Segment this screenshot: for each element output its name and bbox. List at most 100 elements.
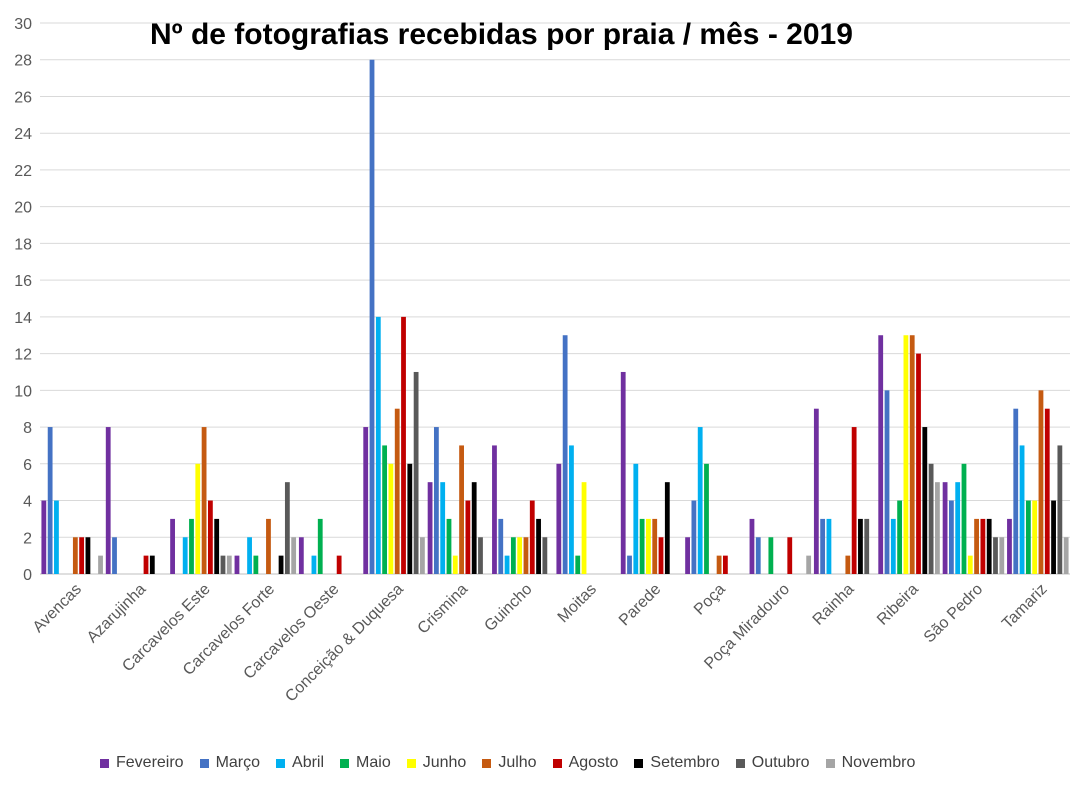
bar: [459, 445, 464, 574]
bar: [890, 518, 896, 574]
legend-label: Agosto: [568, 754, 619, 771]
bar: [820, 518, 826, 574]
bar: [922, 427, 928, 574]
bar: [716, 555, 722, 574]
bar: [646, 518, 651, 574]
bar: [471, 482, 477, 574]
y-tick-label: 20: [14, 200, 32, 217]
bar: [427, 482, 433, 574]
bar: [492, 445, 497, 574]
bar: [562, 335, 568, 574]
bar: [284, 482, 290, 574]
bar: [961, 463, 967, 574]
y-tick-label: 16: [14, 273, 32, 290]
bar: [433, 427, 439, 574]
bar: [207, 500, 213, 574]
bar: [220, 555, 226, 574]
bar: [1007, 518, 1012, 574]
y-tick-label: 30: [14, 16, 32, 33]
bar: [465, 500, 471, 574]
legend-label: Setembro: [650, 754, 720, 771]
bar: [214, 518, 220, 574]
bar: [556, 463, 562, 574]
bar: [1063, 537, 1069, 574]
legend-label: Março: [215, 754, 261, 771]
bar: [1044, 408, 1050, 574]
legend-item: Novembro: [825, 754, 915, 772]
bar: [529, 500, 535, 574]
bar: [755, 537, 761, 574]
x-tick-label: São Pedro: [921, 581, 987, 647]
bar: [363, 427, 369, 574]
bar: [478, 537, 483, 574]
bar: [878, 335, 884, 574]
bar: [79, 537, 85, 574]
bar: [420, 537, 425, 574]
bar: [298, 537, 304, 574]
legend-swatch: [735, 758, 745, 768]
legend-label: Fevereiro: [116, 754, 184, 771]
bar: [967, 555, 973, 574]
legend-item: Julho: [482, 754, 537, 772]
bar: [999, 537, 1005, 574]
x-tick-label: Avencas: [30, 581, 85, 636]
legend-swatch: [100, 758, 109, 768]
bar: [375, 316, 381, 574]
bar: [234, 555, 240, 574]
bar: [749, 518, 755, 574]
legend-swatch: [552, 758, 562, 768]
bar: [697, 427, 703, 574]
legend-item: Fevereiro: [100, 754, 184, 772]
bar: [452, 555, 458, 574]
bar: [1051, 500, 1056, 574]
bar: [1019, 445, 1025, 574]
bar: [413, 371, 419, 574]
bar: [916, 353, 921, 574]
bar: [98, 555, 103, 574]
bar: [826, 518, 832, 574]
bar: [864, 518, 870, 574]
bar: [54, 500, 59, 574]
bar: [226, 555, 232, 574]
bar: [1032, 500, 1038, 574]
bar: [1057, 445, 1063, 574]
bar: [1025, 500, 1031, 574]
x-tick-label: Guincho: [481, 581, 535, 635]
y-tick-label: 0: [23, 567, 32, 584]
bar: [768, 537, 774, 574]
bar: [266, 518, 271, 574]
bar: [897, 500, 903, 574]
legend-item: Setembro: [634, 754, 720, 772]
bar: [336, 555, 342, 574]
bar: [369, 59, 375, 574]
y-tick-label: 22: [14, 163, 32, 180]
legend-swatch: [634, 758, 644, 768]
y-tick-label: 2: [23, 530, 32, 547]
bar: [1013, 408, 1019, 574]
x-tick-label: Tamariz: [999, 581, 1051, 633]
bar: [382, 445, 388, 574]
bar: [581, 482, 587, 574]
y-tick-label: 26: [14, 89, 32, 106]
legend-swatch: [825, 758, 835, 768]
bar: [170, 518, 175, 574]
y-tick-label: 12: [14, 347, 32, 364]
bar: [787, 537, 793, 574]
bar: [627, 555, 632, 574]
bar: [652, 518, 658, 574]
bar: [620, 371, 626, 574]
bar: [195, 463, 201, 574]
bar: [704, 463, 709, 574]
y-tick-label: 10: [14, 383, 32, 400]
bar: [388, 463, 394, 574]
bar: [569, 445, 574, 574]
legend-item: Junho: [406, 754, 466, 772]
legend-item: Abril: [276, 754, 324, 772]
bar: [72, 537, 78, 574]
bar: [980, 518, 986, 574]
bar: [440, 482, 446, 574]
bar: [806, 555, 812, 574]
x-tick-label: Moitas: [555, 581, 600, 626]
x-tick-label: Rainha: [810, 581, 858, 629]
legend-item: Agosto: [552, 754, 619, 772]
